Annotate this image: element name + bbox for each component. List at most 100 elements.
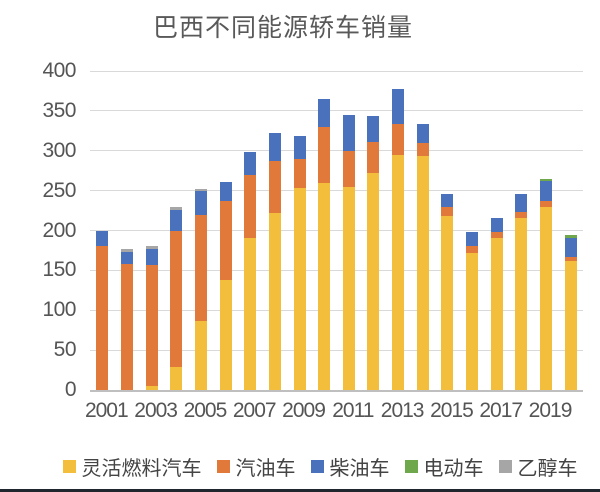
x-tick-label: 2001 [84,399,129,422]
bar-segment-2017 [490,237,503,390]
gridline [90,230,583,231]
bar-segment-2003 [145,245,158,249]
bar-segment-2004 [170,231,183,367]
bar-segment-2015 [441,216,454,390]
bar-segment-2003 [145,386,158,390]
gridline [90,269,583,271]
bar-segment-2005 [194,191,207,216]
bar-segment-2001 [96,230,109,247]
bar-segment-2016 [466,245,479,253]
y-tick-label: 100 [42,298,76,322]
legend-swatch-icon [216,459,230,473]
bar-segment-2019 [540,181,553,201]
bar-segment-2020 [564,260,577,390]
gridline [90,70,583,72]
chart-title: 巴西不同能源轿车销量 [152,14,413,42]
x-tick-label: 2007 [232,399,277,422]
bar-segment-2014 [416,155,429,390]
bar-segment-2005 [194,189,207,192]
y-tick-label: 300 [42,138,76,162]
bar-segment-2002 [120,248,133,253]
legend-item: 灵活燃料汽车 [62,452,202,481]
bar-segment-2008 [268,161,281,213]
y-tick-label: 0 [64,378,77,401]
legend-label: 电动车 [423,457,484,480]
x-tick-label: 2019 [528,399,573,422]
x-axis-line [90,389,583,392]
bar-segment-2006 [219,279,232,390]
bar-segment-2017 [490,232,503,238]
bar-segment-2007 [244,237,257,390]
y-tick-label: 350 [42,98,76,122]
bar-segment-2009 [293,136,306,159]
legend-label: 乙醇车 [517,457,578,480]
bar-segment-2019 [540,200,553,207]
gridline [90,349,583,351]
bar-segment-2020 [564,235,577,238]
legend-swatch-icon [62,459,76,473]
bar-segment-2010 [318,126,331,183]
bar-segment-2004 [170,366,183,390]
bar-segment-2009 [293,158,306,189]
legend-swatch-icon [498,459,512,473]
legend-item: 汽油车 [216,452,296,481]
bar-segment-2011 [342,187,355,390]
legend-label: 柴油车 [329,457,390,480]
legend-swatch-icon [404,459,418,473]
legend-label: 灵活燃料汽车 [81,457,202,480]
bar-segment-2005 [194,321,207,390]
x-tick-label: 2009 [282,399,326,422]
x-tick-label: 2017 [479,399,523,422]
bar-segment-2010 [318,182,331,390]
bar-segment-2020 [564,237,577,257]
bar-segment-2014 [416,124,429,143]
legend: 灵活燃料汽车 汽油车 柴油车 电动车 乙醇车 [40,451,600,481]
bar-segment-2009 [293,188,306,390]
bar-segment-2002 [120,252,133,264]
gridline [90,110,583,112]
bar-segment-2003 [145,264,158,386]
x-tick-label: 2015 [430,399,474,422]
legend-item: 柴油车 [310,452,390,481]
legend-item: 电动车 [404,452,484,481]
bar-segment-2013 [392,89,405,125]
y-tick-label: 400 [42,59,76,82]
bar-segment-2012 [367,173,380,390]
bar-segment-2012 [367,116,380,142]
bar-segment-2007 [244,152,257,176]
bar-segment-2020 [564,256,577,261]
bar-segment-2010 [318,98,331,127]
bar-segment-2003 [145,248,158,265]
gridline [90,150,583,152]
bar-segment-2013 [392,124,405,155]
bottom-edge-strip [0,489,600,492]
bar-segment-2008 [268,212,281,390]
bar-segment-2015 [441,193,454,207]
bar-segment-2015 [441,206,454,217]
legend-item: 乙醇车 [498,452,578,481]
bar-segment-2006 [219,181,232,201]
y-tick-label: 50 [53,338,77,362]
gridline [90,309,583,311]
bar-segment-2018 [515,193,528,213]
bar-segment-2019 [540,178,553,182]
y-tick-label: 200 [42,218,76,242]
x-tick-label: 2005 [183,399,228,422]
x-tick-label: 2003 [134,399,178,422]
gridline [90,190,583,192]
bar-segment-2004 [170,206,183,210]
bar-segment-2019 [540,206,553,390]
x-tick-label: 2013 [380,399,425,422]
bar-segment-2006 [219,200,232,280]
bar-segment-2001 [96,246,109,390]
bar-segment-2014 [416,142,429,156]
legend-label: 汽油车 [235,457,296,480]
bar-segment-2004 [170,209,183,232]
bar-segment-2018 [515,212,528,218]
bar-segment-2005 [194,215,207,322]
x-tick-label: 2011 [332,399,374,422]
bar-segment-2017 [490,217,503,233]
bar-segment-2016 [466,252,479,390]
bar-segment-2008 [268,133,281,162]
